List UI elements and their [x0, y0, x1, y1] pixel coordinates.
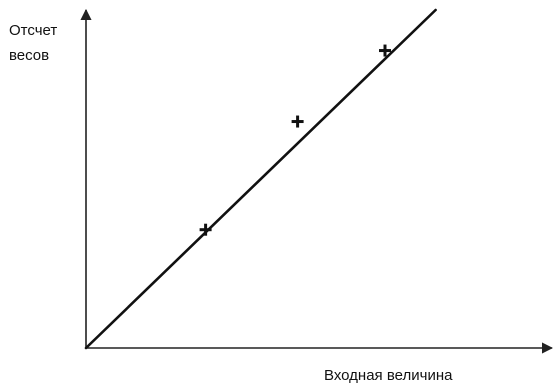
y-axis-label-line-1: Отсчет: [9, 22, 57, 39]
x-axis-label: Входная величина: [324, 367, 453, 384]
data-point-marker: [379, 44, 391, 57]
calibration-line: [84, 8, 437, 350]
data-point-marker: [199, 223, 212, 236]
markers-layer: [199, 44, 391, 236]
y-axis-label-line-2: весов: [9, 47, 49, 64]
series-layer: [84, 8, 437, 350]
data-point-marker: [291, 115, 304, 128]
